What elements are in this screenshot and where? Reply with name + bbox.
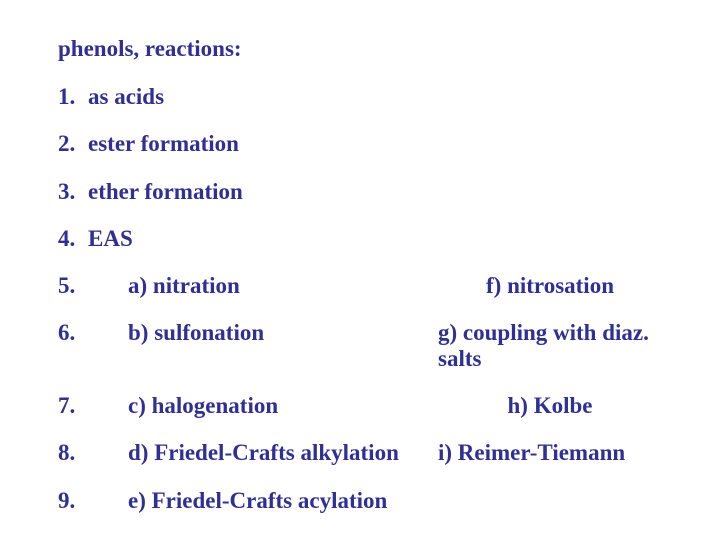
item-label: ester formation	[88, 131, 239, 156]
item-number: 4.	[58, 226, 88, 251]
item-left: c) halogenation	[88, 393, 438, 418]
item-left: d) Friedel-Crafts alkylation	[88, 440, 438, 465]
item-left: e) Friedel-Crafts acylation	[88, 488, 438, 513]
item-number: 9.	[58, 488, 88, 513]
item-label: EAS	[88, 226, 133, 251]
slide-title: phenols, reactions:	[58, 36, 662, 62]
list-item: 3. ether formation	[58, 179, 662, 204]
list-item: 5. a) nitration f) nitrosation	[58, 273, 662, 298]
item-label: as acids	[88, 84, 164, 109]
list-item: 4. EAS	[58, 226, 662, 251]
item-label: ether formation	[88, 179, 243, 204]
item-number: 1.	[58, 84, 88, 109]
list-item: 6. b) sulfonation g) coupling with diaz.…	[58, 320, 662, 371]
item-number: 8.	[58, 440, 88, 465]
item-number: 6.	[58, 320, 88, 345]
item-right: g) coupling with diaz. salts	[438, 320, 662, 371]
list-item: 1. as acids	[58, 84, 662, 109]
item-left: b) sulfonation	[88, 320, 438, 345]
item-number: 3.	[58, 179, 88, 204]
list-item: 2. ester formation	[58, 131, 662, 156]
item-right: i) Reimer-Tiemann	[438, 440, 662, 465]
item-number: 7.	[58, 393, 88, 418]
list-item: 8. d) Friedel-Crafts alkylation i) Reime…	[58, 440, 662, 465]
item-right: f) nitrosation	[438, 273, 662, 298]
list-item: 7. c) halogenation h) Kolbe	[58, 393, 662, 418]
item-number: 2.	[58, 131, 88, 156]
item-number: 5.	[58, 273, 88, 298]
item-right: h) Kolbe	[438, 393, 662, 418]
slide: phenols, reactions: 1. as acids 2. ester…	[0, 0, 720, 540]
list-item: 9. e) Friedel-Crafts acylation	[58, 488, 662, 513]
item-left: a) nitration	[88, 273, 438, 298]
